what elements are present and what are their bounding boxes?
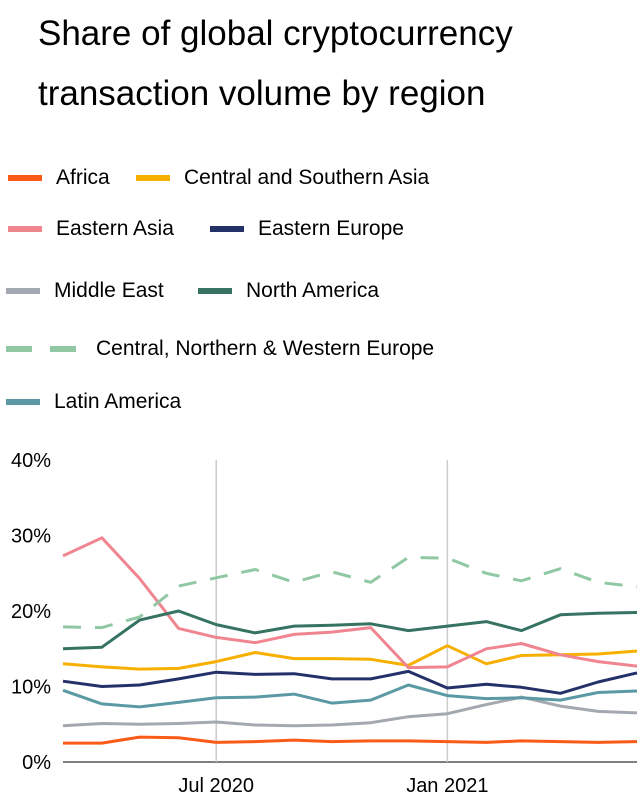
x-axis-labels: Jul 2020 Jan 2021 [178,775,488,797]
legend-item-eastern-europe: Eastern Europe [210,215,404,243]
y-tick-label: 30% [11,526,51,548]
legend-swatch-north-america [198,277,232,305]
x-tick-label: Jul 2020 [178,775,254,797]
legend-swatch-eastern-europe [210,215,244,243]
legend-item-middle-east: Middle East [6,277,164,305]
x-tick-label: Jan 2021 [406,775,488,797]
chart-title: Share of global cryptocurrency transacti… [38,14,513,113]
y-tick-label: 20% [11,601,51,623]
y-axis-labels: 0% 10% 20% 30% 40% [11,450,51,774]
chart-grid [63,459,637,763]
legend-swatch-cnw-europe [6,335,82,363]
y-tick-label: 40% [11,450,51,472]
legend-swatch-eastern-asia [8,215,42,243]
series-lines [62,536,638,745]
legend-item-africa: Africa [8,164,110,192]
legend-item-cnw-europe: Central, Northern & Western Europe [6,335,434,363]
legend-label-central-southern-asia: Central and Southern Asia [184,166,430,189]
legend-item-eastern-asia: Eastern Asia [8,215,174,243]
legend-label-cnw-europe: Central, Northern & Western Europe [96,337,435,360]
legend-item-central-southern-asia: Central and Southern Asia [136,164,429,192]
legend-item-latin-america: Latin America [6,388,181,416]
y-tick-label: 10% [11,677,51,699]
legend-label-north-america: North America [246,279,380,302]
legend-swatch-middle-east [6,277,40,305]
y-tick-label: 0% [22,752,51,774]
series-line-middle-east [62,695,638,728]
series-line-central-northern-western-europe [62,555,638,630]
series-line-eastern-europe [62,669,638,695]
legend-label-eastern-asia: Eastern Asia [56,217,174,240]
line-chart: 0% 10% 20% 30% 40% Jul 2020 Jan 2021 [11,450,638,797]
series-line-north-america [62,609,638,651]
legend-label-africa: Africa [56,166,110,189]
series-line-africa [63,735,638,745]
legend-swatch-central-southern-asia [136,164,170,192]
legend-label-eastern-europe: Eastern Europe [258,217,404,240]
series-line-eastern-asia [62,536,638,670]
legend-label-latin-america: Latin America [54,390,182,413]
series-line-latin-america [62,683,638,709]
series-line-central-and-southern-asia [62,644,638,671]
legend-swatch-africa [8,164,42,192]
legend-swatch-latin-america [6,388,40,416]
legend-item-north-america: North America [198,277,379,305]
legend-label-middle-east: Middle East [54,279,164,302]
